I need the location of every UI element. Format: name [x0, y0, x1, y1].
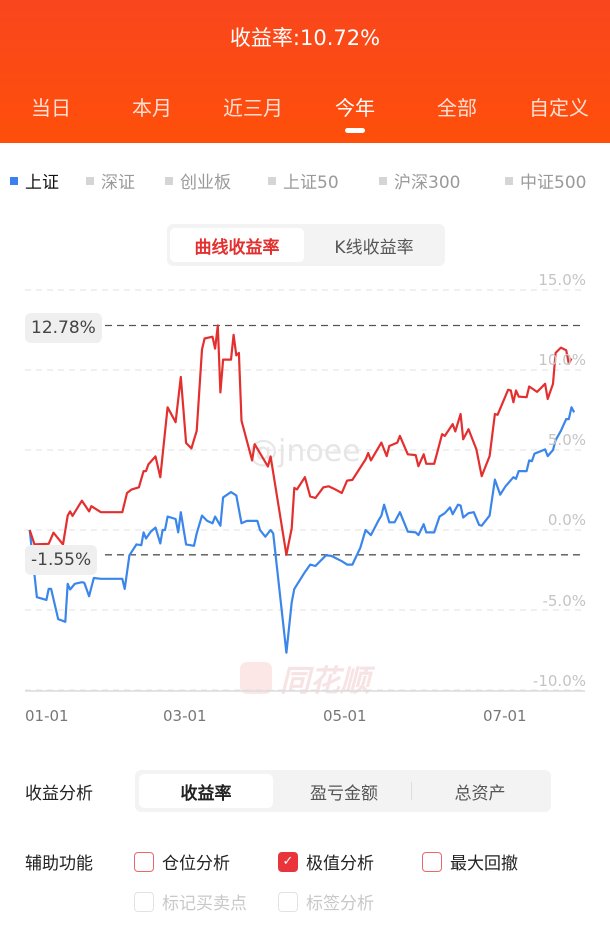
checkbox-icon [278, 891, 298, 912]
checkbox-label: 仓位分析 [162, 854, 230, 874]
chart-mode-switch: 曲线收益率 K线收益率 [167, 224, 445, 266]
tab-custom[interactable]: 自定义 [529, 96, 589, 120]
x-tick-label: 07-01 [483, 707, 527, 725]
legend-square-icon [268, 176, 276, 185]
checkbox-label: 标记买卖点 [162, 894, 247, 914]
index-csi500[interactable]: 中证500 [505, 168, 586, 193]
profit-amount-option[interactable]: 盈亏金额 [310, 783, 378, 804]
y-tick-label: 0.0% [547, 511, 586, 529]
legend-square-icon [379, 176, 387, 185]
brand-text: 同花顺 [280, 664, 370, 699]
legend-square-icon [10, 176, 18, 185]
index-shenzhen[interactable]: 深证 [86, 168, 135, 193]
my_return-line [28, 324, 573, 556]
index-chinext[interactable]: 创业板 [165, 168, 231, 193]
curve-return-option[interactable]: 曲线收益率 [170, 228, 304, 262]
brand-watermark: 同花顺 [240, 656, 370, 700]
legend-square-icon [505, 176, 513, 185]
position-analysis-checkbox[interactable]: 仓位分析 [134, 849, 230, 874]
y-tick-label: -10.0% [532, 672, 586, 690]
kline-return-option[interactable]: K线收益率 [334, 237, 414, 258]
return-rate-option[interactable]: 收益率 [139, 774, 273, 808]
tab-last-three-months[interactable]: 近三月 [223, 96, 283, 120]
checkmark-icon: ✓ [278, 851, 298, 872]
index-label: 上证50 [283, 173, 339, 193]
checkbox-label: 最大回撤 [450, 854, 518, 874]
checkbox-icon [134, 891, 154, 912]
period-tabs: 当日 本月 近三月 今年 全部 自定义 [0, 92, 610, 132]
trade-points-checkbox[interactable]: 标记买卖点 [134, 889, 247, 914]
extreme-value-checkbox[interactable]: ✓ 极值分析 [278, 849, 374, 874]
max-value-badge: 12.78% [25, 313, 102, 343]
tab-this-year[interactable]: 今年 [335, 96, 375, 120]
y-tick-label: -5.0% [542, 592, 586, 610]
tag-analysis-checkbox[interactable]: 标签分析 [278, 889, 374, 914]
selected-tab-indicator [345, 128, 365, 133]
brand-logo-icon [240, 662, 272, 694]
tab-today[interactable]: 当日 [31, 96, 71, 120]
index-label: 深证 [101, 173, 135, 193]
return-analysis-label: 收益分析 [25, 784, 93, 804]
checkbox-icon [422, 851, 442, 872]
index-label: 中证500 [520, 173, 587, 193]
index-label: 创业板 [180, 173, 231, 193]
y-tick-label: 5.0% [547, 431, 586, 449]
x-tick-label: 05-01 [323, 707, 367, 725]
index-sse50[interactable]: 上证50 [268, 168, 339, 193]
return-title: 收益率:10.72% [229, 26, 381, 50]
tab-all[interactable]: 全部 [437, 96, 477, 120]
aux-functions-label: 辅助功能 [25, 854, 93, 874]
checkbox-label: 标签分析 [306, 894, 374, 914]
header: 收益率:10.72% 当日 本月 近三月 今年 全部 自定义 [0, 0, 610, 143]
index-line [28, 406, 576, 654]
index-label: 沪深300 [394, 173, 461, 193]
max-drawdown-checkbox[interactable]: 最大回撤 [422, 849, 518, 874]
total-assets-option[interactable]: 总资产 [454, 783, 506, 804]
checkbox-label: 极值分析 [306, 854, 374, 874]
checkbox-icon [134, 851, 154, 872]
index-label: 上证 [25, 173, 59, 193]
analysis-switch: 收益率 盈亏金额 总资产 [135, 770, 551, 812]
return-chart [25, 289, 585, 692]
divider [411, 782, 412, 800]
legend-square-icon [86, 176, 94, 185]
legend-square-icon [165, 176, 173, 185]
tab-this-month[interactable]: 本月 [132, 96, 172, 120]
x-tick-label: 03-01 [163, 707, 207, 725]
y-tick-label: 10.0% [538, 351, 586, 369]
min-value-badge: -1.55% [25, 545, 98, 575]
y-tick-label: 15.0% [538, 271, 586, 289]
x-tick-label: 01-01 [25, 707, 69, 725]
index-csi300[interactable]: 沪深300 [379, 168, 460, 193]
index-shanghai[interactable]: 上证 [10, 168, 59, 193]
